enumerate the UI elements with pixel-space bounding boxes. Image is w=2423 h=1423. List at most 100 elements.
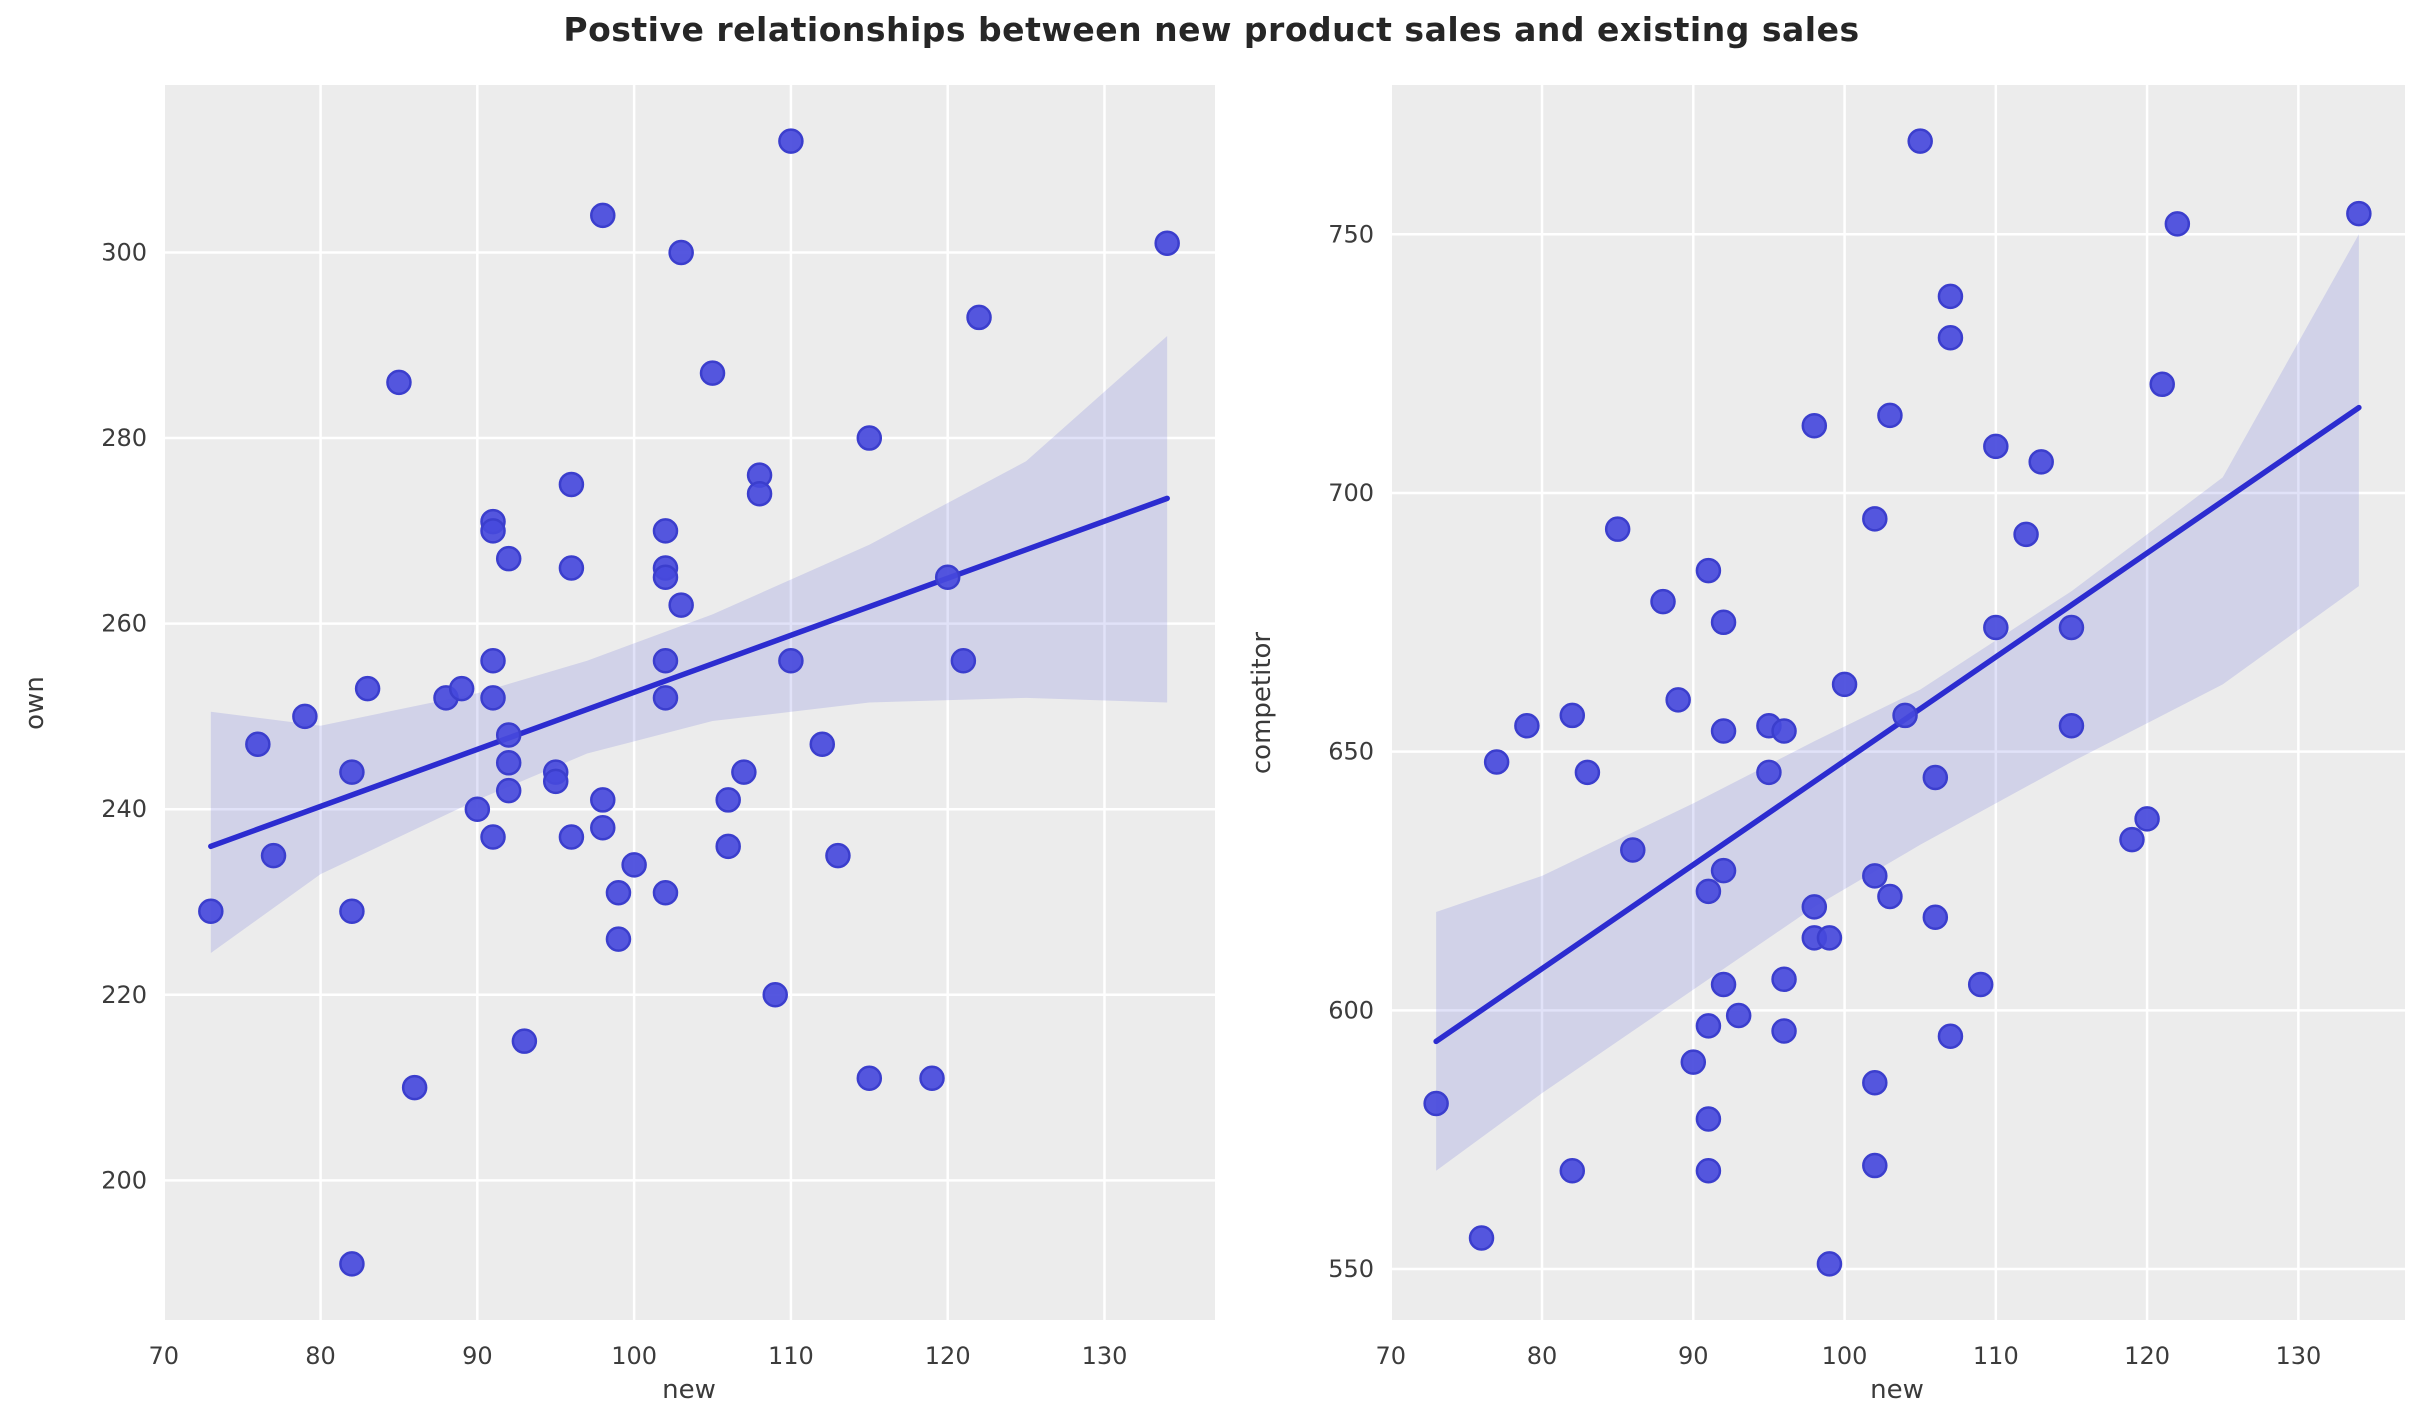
data-point — [1665, 687, 1691, 713]
data-point — [1695, 1013, 1722, 1039]
x-tick-label: 130 — [2275, 1342, 2321, 1370]
data-point — [464, 796, 491, 822]
data-point — [652, 879, 679, 906]
data-point — [1862, 1152, 1888, 1179]
x-tick-label: 90 — [462, 1342, 493, 1370]
y-tick-label: 700 — [1328, 479, 1374, 507]
data-point — [2134, 806, 2160, 832]
data-point — [2119, 826, 2145, 853]
data-point — [652, 518, 679, 544]
x-tick-label: 120 — [925, 1342, 971, 1370]
data-point — [1831, 671, 1858, 698]
data-point — [448, 675, 475, 702]
data-point — [1937, 283, 1964, 310]
chart-title: Postive relationships between new produc… — [563, 10, 1860, 49]
y-tick-label: 550 — [1328, 1255, 1374, 1283]
data-point — [1907, 128, 1933, 154]
data-point — [354, 675, 381, 702]
data-point — [1771, 718, 1797, 744]
data-point — [339, 1251, 365, 1277]
data-point — [762, 982, 788, 1008]
data-point — [1983, 614, 2009, 641]
data-point — [1801, 894, 1828, 920]
data-point — [731, 759, 757, 785]
data-point — [778, 647, 804, 674]
left-yaxis-label: own — [20, 676, 50, 730]
data-point — [1468, 1225, 1495, 1251]
data-point — [480, 685, 506, 711]
data-point — [1771, 1018, 1797, 1044]
y-tick-label: 220 — [101, 981, 147, 1009]
data-point — [495, 750, 522, 776]
data-point — [1574, 759, 1601, 786]
right-xaxis-label: new — [1870, 1375, 1924, 1405]
data-point — [511, 1028, 538, 1054]
y-tick-label: 650 — [1328, 738, 1374, 766]
data-point — [339, 759, 365, 785]
data-point — [1604, 516, 1631, 542]
data-point — [1771, 966, 1797, 993]
data-point — [1650, 588, 1676, 615]
y-tick-label: 280 — [101, 424, 147, 452]
data-point — [1710, 609, 1737, 636]
right-yaxis-label: competitor — [1247, 631, 1277, 775]
data-point — [856, 425, 883, 451]
data-point — [198, 898, 224, 925]
data-point — [1862, 1070, 1888, 1096]
data-point — [590, 815, 616, 841]
data-point — [1695, 1157, 1722, 1184]
data-point — [1877, 402, 1903, 429]
left-plot-area: 70 80 90 100 110 120 130 200 220 240 260 280 300 — [101, 85, 1215, 1370]
data-point — [746, 480, 773, 507]
data-point — [1710, 857, 1737, 884]
right-plot-area: 70 80 90 100 110 120 130 550 600 650 700 750 — [1328, 85, 2405, 1370]
data-point — [260, 842, 287, 869]
data-point — [809, 731, 836, 758]
data-point — [1559, 702, 1586, 729]
data-point — [825, 842, 851, 869]
data-point — [668, 592, 694, 618]
x-tick-label: 130 — [1082, 1342, 1128, 1370]
data-point — [621, 852, 647, 878]
data-point — [919, 1065, 945, 1092]
data-point — [1967, 971, 1994, 998]
data-point — [1710, 718, 1737, 744]
y-tick-label: 300 — [101, 238, 147, 266]
data-point — [495, 722, 522, 748]
data-point — [401, 1074, 428, 1101]
data-point — [495, 545, 522, 572]
axes-background — [1390, 85, 2405, 1320]
data-point — [1620, 837, 1646, 863]
data-point — [1756, 759, 1782, 786]
data-point — [605, 926, 632, 952]
data-point — [715, 787, 741, 813]
x-tick-label: 80 — [1527, 1342, 1558, 1370]
y-tick-label: 750 — [1328, 220, 1374, 248]
data-point — [2058, 614, 2085, 641]
data-point — [590, 787, 616, 813]
data-point — [605, 879, 632, 906]
data-point — [1892, 702, 1918, 729]
data-point — [1877, 883, 1903, 910]
data-point — [2058, 713, 2085, 739]
data-point — [292, 703, 318, 730]
data-point — [1710, 971, 1737, 998]
data-point — [2346, 200, 2372, 227]
data-point — [558, 555, 585, 581]
x-tick-label: 90 — [1678, 1342, 1709, 1370]
confidence-band — [210, 335, 1168, 954]
data-point — [2028, 449, 2054, 475]
data-point — [2149, 371, 2175, 398]
x-tick-label: 110 — [768, 1342, 814, 1370]
data-point — [1801, 412, 1828, 439]
data-point — [652, 685, 679, 711]
data-point — [480, 518, 506, 544]
data-point — [480, 647, 506, 674]
x-tick-label: 70 — [149, 1342, 180, 1370]
data-point — [856, 1065, 883, 1092]
data-point — [1983, 433, 2009, 460]
data-point — [386, 369, 412, 396]
data-point — [778, 128, 804, 154]
data-point — [950, 647, 977, 674]
